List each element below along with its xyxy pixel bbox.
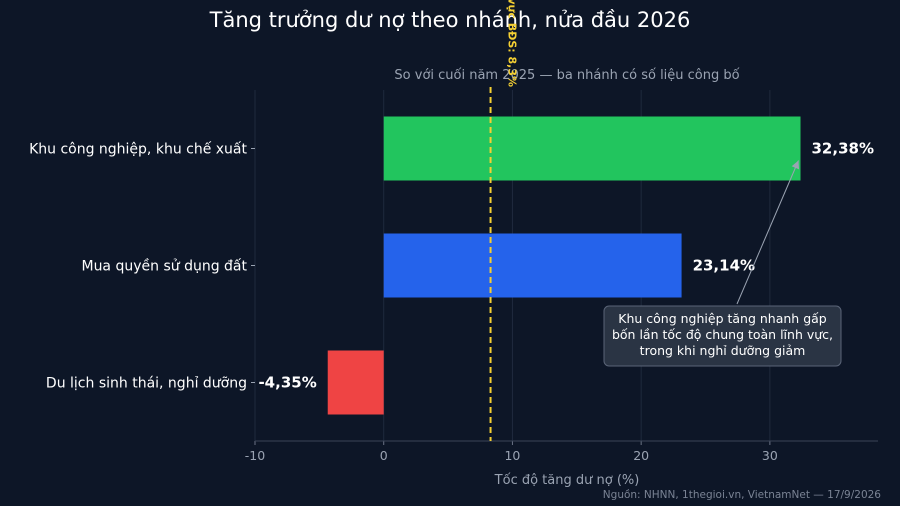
data-label: 32,38% — [812, 140, 874, 158]
annotation-text-line: Khu công nghiệp tăng nhanh gấp — [618, 311, 827, 326]
data-label: -4,35% — [258, 374, 316, 392]
annotation-text-line: trong khi nghỉ dưỡng giảm — [640, 343, 806, 358]
bar — [327, 350, 384, 415]
x-axis: -10 0 10 20 30 — [245, 440, 878, 463]
x-tick-label: -10 — [245, 448, 265, 463]
reference-line-label: Toàn lĩnh vực BĐS: 8,3% — [506, 0, 519, 87]
category-label: Mua quyền sử dụng đất — [81, 258, 247, 275]
annotation-text-line: bốn lần tốc độ chung toàn lĩnh vực, — [612, 327, 833, 342]
source-note: Nguồn: NHNN, 1thegioi.vn, VietnamNet — 1… — [603, 489, 882, 501]
data-label: 23,14% — [693, 257, 755, 275]
category-label: Du lịch sinh thái, nghỉ dưỡng — [46, 376, 247, 392]
category-labels: Khu công nghiệp, khu chế xuất Mua quyền s… — [29, 141, 255, 392]
bar — [383, 116, 801, 181]
bar — [383, 233, 682, 298]
x-tick-label: 20 — [633, 448, 649, 463]
annotation-box — [603, 305, 842, 367]
chart-title: Tăng trưởng dư nợ theo nhánh, nửa đầu 20… — [209, 8, 691, 32]
x-tick-label: 30 — [762, 448, 778, 463]
x-axis-title: Tốc độ tăng dư nợ (%) — [494, 473, 640, 488]
chart-subtitle: So với cuối năm 2025 — ba nhánh có số li… — [394, 68, 739, 83]
category-label: Khu công nghiệp, khu chế xuất — [29, 141, 247, 158]
x-tick-label: 10 — [504, 448, 520, 463]
annotation-arrowhead — [791, 160, 800, 170]
annotation-arrow — [736, 160, 799, 305]
reference-line-group: Toàn lĩnh vực BĐS: 8,3% — [489, 0, 519, 441]
x-tick-label: 0 — [380, 448, 388, 463]
bars: 32,38% 23,14% -4,35% — [258, 116, 874, 415]
